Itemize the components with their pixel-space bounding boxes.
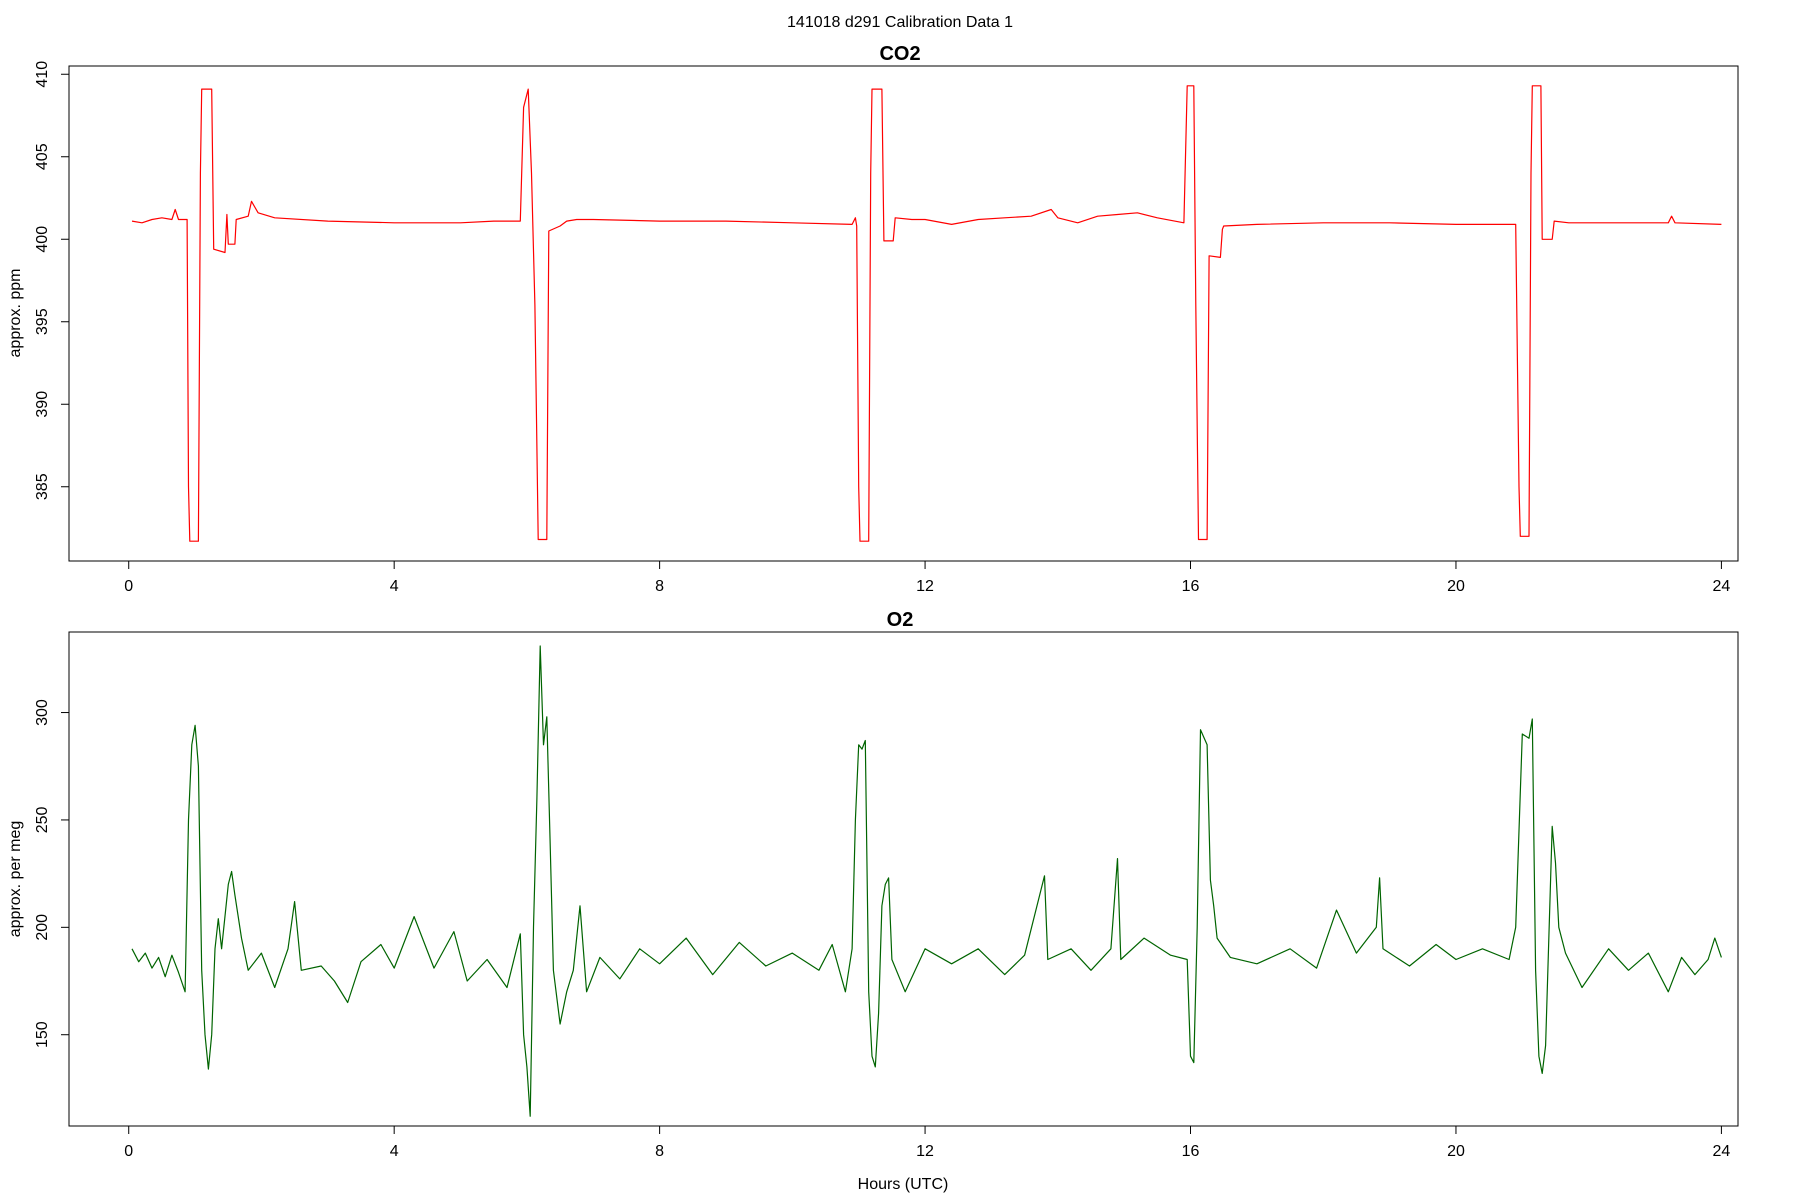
o2-axes: 0 4 8 12 16 20 24 150 200 250 300: [34, 699, 1730, 1160]
co2-y-tick-label: 410: [34, 61, 51, 88]
co2-x-tick-label: 0: [124, 578, 133, 595]
o2-x-tick-label: 8: [655, 1143, 664, 1160]
co2-y-tick-label: 400: [34, 226, 51, 253]
figure-title: 141018 d291 Calibration Data 1: [787, 14, 1013, 31]
co2-axes: 0 4 8 12 16 20 24 385 390 395 400 405 410: [34, 61, 1730, 595]
co2-series-line: [131, 85, 1722, 542]
o2-panel-title: O2: [887, 609, 914, 631]
o2-series-line: [131, 645, 1722, 1117]
co2-series: [131, 85, 1722, 542]
o2-x-tick-label: 4: [390, 1143, 399, 1160]
o2-y-tick-label: 150: [34, 1021, 51, 1048]
o2-panel: O2 approx. per meg Hours (UTC) 0 4 8 12 16 20…: [7, 609, 1739, 1193]
co2-x-tick-label: 16: [1182, 578, 1200, 595]
co2-panel-title: CO2: [879, 43, 920, 65]
co2-plot-frame: [68, 65, 1739, 562]
o2-series: [131, 645, 1722, 1117]
co2-panel: CO2 approx. ppm 0 4 8 12 16 20 24 385 390 395 400 4…: [7, 43, 1739, 595]
o2-x-axis-label: Hours (UTC): [858, 1176, 949, 1193]
co2-x-tick-label: 24: [1713, 578, 1731, 595]
co2-x-tick-label: 20: [1447, 578, 1465, 595]
o2-x-tick-label: 12: [916, 1143, 934, 1160]
co2-y-axis-label: approx. ppm: [7, 269, 24, 358]
o2-y-tick-label: 250: [34, 806, 51, 833]
o2-x-tick-label: 20: [1447, 1143, 1465, 1160]
co2-x-tick-label: 12: [916, 578, 934, 595]
o2-x-tick-label: 24: [1713, 1143, 1731, 1160]
co2-y-tick-label: 390: [34, 391, 51, 418]
o2-plot-frame: [68, 631, 1739, 1127]
co2-x-tick-label: 8: [655, 578, 664, 595]
o2-x-tick-label: 0: [124, 1143, 133, 1160]
o2-x-tick-label: 16: [1182, 1143, 1200, 1160]
co2-x-tick-label: 4: [390, 578, 399, 595]
co2-y-tick-label: 385: [34, 473, 51, 500]
o2-y-axis-label: approx. per meg: [7, 821, 24, 938]
o2-y-tick-label: 300: [34, 699, 51, 726]
co2-y-tick-label: 395: [34, 308, 51, 335]
o2-y-tick-label: 200: [34, 914, 51, 941]
co2-y-tick-label: 405: [34, 143, 51, 170]
